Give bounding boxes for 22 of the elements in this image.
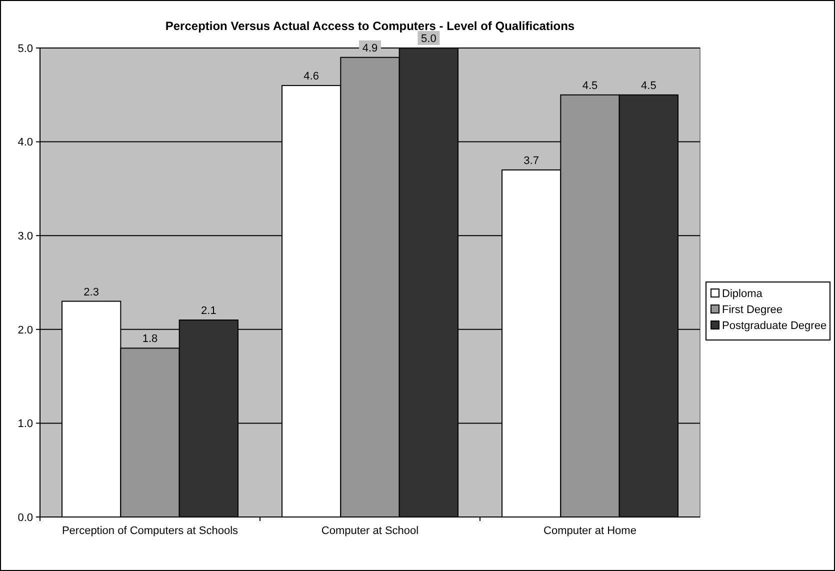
data-label: 1.8: [142, 333, 158, 346]
y-tick-label: 5.0: [18, 42, 33, 55]
data-label: 3.7: [524, 154, 539, 167]
x-tick-label: Computer at School: [321, 525, 419, 537]
y-tick-label: 0.0: [18, 512, 33, 524]
y-tick-label: 2.0: [18, 324, 33, 336]
y-tick-label: 4.0: [18, 136, 33, 149]
x-tick-label: Perception of Computers at Schools: [62, 525, 239, 537]
data-label: 4.9: [362, 42, 378, 54]
y-tick-label: 3.0: [18, 230, 33, 242]
chart-title: Perception Versus Actual Access to Computers - Level of Qualifications: [165, 19, 575, 33]
y-tick-label: 1.0: [18, 418, 33, 430]
legend-label: Postgraduate Degree: [722, 320, 827, 332]
data-label: 4.5: [582, 80, 598, 92]
x-tick-label: Computer at Home: [544, 525, 636, 537]
data-label: 4.5: [641, 80, 656, 92]
data-label: 2.3: [84, 286, 99, 298]
legend-label: Diploma: [722, 288, 764, 300]
data-label: 2.1: [201, 305, 216, 318]
data-label: 4.6: [304, 70, 319, 83]
legend-label: First Degree: [722, 304, 783, 316]
data-label: 5.0: [421, 33, 436, 45]
